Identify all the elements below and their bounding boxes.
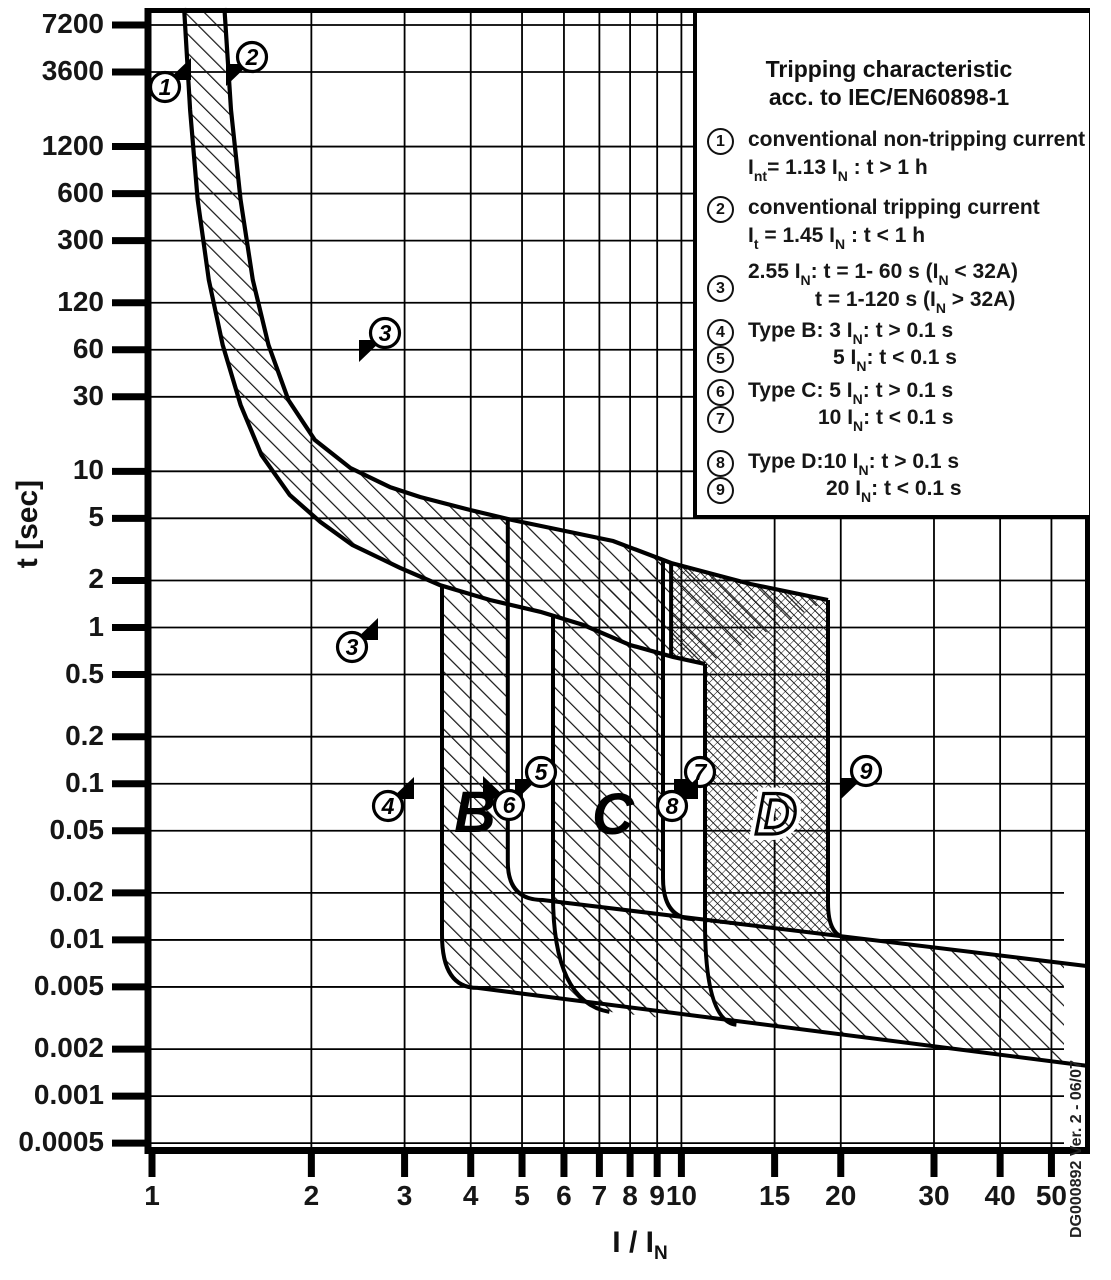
y-tick-label: 0.01 bbox=[49, 922, 105, 954]
svg-text:2: 2 bbox=[245, 44, 259, 70]
x-tick-label: 9 bbox=[649, 1180, 665, 1211]
y-tick-label: 2 bbox=[88, 563, 104, 595]
legend-text: 5 IN: t < 0.1 s bbox=[833, 346, 957, 375]
legend-text: It = 1.45 IN : t < 1 h bbox=[748, 224, 926, 253]
y-tick-label: 300 bbox=[57, 223, 104, 255]
legend-text: Type B: 3 IN: t > 0.1 s bbox=[748, 319, 954, 348]
y-tick-label: 0.05 bbox=[49, 813, 105, 845]
legend-text: 20 IN: t < 0.1 s bbox=[826, 477, 962, 506]
y-tick-label: 0.0005 bbox=[18, 1126, 104, 1158]
marker-3-flag: 3 bbox=[335, 618, 378, 664]
legend-text: t = 1-120 s (IN > 32A) bbox=[815, 288, 1016, 317]
legend-text: Type C: 5 IN: t > 0.1 s bbox=[748, 379, 954, 408]
y-tick-label: 60 bbox=[72, 332, 104, 364]
x-tick-label: 5 bbox=[514, 1180, 530, 1211]
y-tick-label: 0.001 bbox=[33, 1079, 104, 1111]
y-tick-label: 5 bbox=[88, 501, 104, 533]
svg-text:6: 6 bbox=[503, 792, 516, 818]
legend-title-line1: Tripping characteristic bbox=[765, 56, 1013, 82]
x-tick-label: 50 bbox=[1035, 1180, 1067, 1211]
y-tick-label: 600 bbox=[57, 176, 104, 208]
legend-number-4: 4 bbox=[707, 319, 734, 346]
legend-text: Type D:10 IN: t > 0.1 s bbox=[748, 450, 960, 479]
svg-text:C: C bbox=[592, 782, 635, 847]
legend-number-8: 8 bbox=[707, 450, 734, 477]
y-tick-label: 1200 bbox=[41, 129, 104, 161]
x-axis-title: I / IN bbox=[612, 1226, 668, 1264]
y-tick-label: 1 bbox=[88, 610, 104, 642]
svg-text:5: 5 bbox=[535, 759, 549, 785]
y-tick-label: 0.2 bbox=[65, 719, 104, 751]
x-axis-title-sub: N bbox=[653, 1243, 668, 1264]
x-tick-label: 4 bbox=[462, 1180, 479, 1211]
marker-6-flag: 6 bbox=[483, 776, 526, 822]
y-tick-label: 0.1 bbox=[65, 766, 104, 798]
legend-text: conventional non-tripping current bbox=[748, 128, 1086, 151]
document-reference-note: DG000892 Ver. 2 - 06/07 bbox=[1068, 1060, 1085, 1238]
x-tick-label: 3 bbox=[396, 1180, 413, 1211]
svg-text:3: 3 bbox=[346, 634, 359, 660]
svg-text:D: D bbox=[755, 782, 797, 847]
type-letters: B C DD bbox=[454, 776, 803, 853]
marker-3-flag: 3 bbox=[359, 316, 402, 362]
sidenote-underlay bbox=[1064, 890, 1086, 1250]
y-tick-label: 7200 bbox=[41, 8, 104, 39]
marker-5-flag: 5 bbox=[515, 755, 558, 801]
legend-text: 2.55 IN: t = 1- 60 s (IN < 32A) bbox=[748, 260, 1019, 289]
legend-number-5: 5 bbox=[707, 346, 734, 373]
svg-text:D: D bbox=[755, 782, 797, 847]
svg-text:1: 1 bbox=[159, 74, 172, 100]
legend-number-2: 2 bbox=[707, 196, 734, 223]
svg-text:9: 9 bbox=[860, 758, 873, 784]
legend-number-3: 3 bbox=[707, 275, 734, 302]
legend-box bbox=[693, 13, 1089, 519]
band-borders bbox=[182, 7, 1088, 1068]
legend-number-9: 9 bbox=[707, 477, 734, 504]
x-tick-label: 1 bbox=[144, 1180, 160, 1211]
y-tick-label: 3600 bbox=[41, 55, 104, 87]
svg-text:4: 4 bbox=[381, 793, 395, 819]
x-tick-label: 8 bbox=[622, 1180, 638, 1211]
marker-1-flag: 1 bbox=[148, 58, 191, 104]
x-tick-label: 40 bbox=[984, 1180, 1016, 1211]
marker-9-flag: 9 bbox=[840, 754, 883, 800]
x-tick-label: 6 bbox=[556, 1180, 572, 1211]
x-tick-label: 15 bbox=[759, 1180, 791, 1211]
y-tick-label: 10 bbox=[72, 454, 104, 486]
svg-text:3: 3 bbox=[379, 320, 392, 346]
y-tick-label: 30 bbox=[72, 379, 104, 411]
svg-text:8: 8 bbox=[666, 793, 679, 819]
y-tick-label: 120 bbox=[57, 285, 104, 317]
legend-number-6: 6 bbox=[707, 379, 734, 406]
legend-title-line2: acc. to IEC/EN60898-1 bbox=[768, 84, 1010, 110]
y-tick-label: 0.02 bbox=[49, 875, 105, 907]
legend-text: 10 IN: t < 0.1 s bbox=[818, 406, 954, 435]
axes-frame bbox=[112, 8, 1090, 1177]
x-tick-label: 30 bbox=[918, 1180, 950, 1211]
x-tick-label: 2 bbox=[303, 1180, 320, 1211]
y-tick-label: 0.005 bbox=[33, 969, 104, 1001]
x-tick-label: 20 bbox=[825, 1180, 857, 1211]
x-tick-label: 10 bbox=[665, 1180, 697, 1211]
marker-2-flag: 2 bbox=[226, 40, 269, 86]
legend-number-1: 1 bbox=[707, 128, 734, 155]
x-tick-label: 7 bbox=[591, 1180, 608, 1211]
marker-8-flag: 8 bbox=[655, 777, 698, 823]
y-tick-label: 0.002 bbox=[33, 1032, 104, 1064]
legend-number-7: 7 bbox=[707, 406, 734, 433]
legend-text: Int= 1.13 IN : t > 1 h bbox=[748, 156, 928, 185]
marker-4-flag: 4 bbox=[371, 777, 414, 823]
y-axis-title: t [sec] bbox=[11, 479, 44, 569]
y-tick-label: 0.5 bbox=[65, 657, 104, 689]
legend-text: conventional tripping current bbox=[748, 196, 1040, 219]
